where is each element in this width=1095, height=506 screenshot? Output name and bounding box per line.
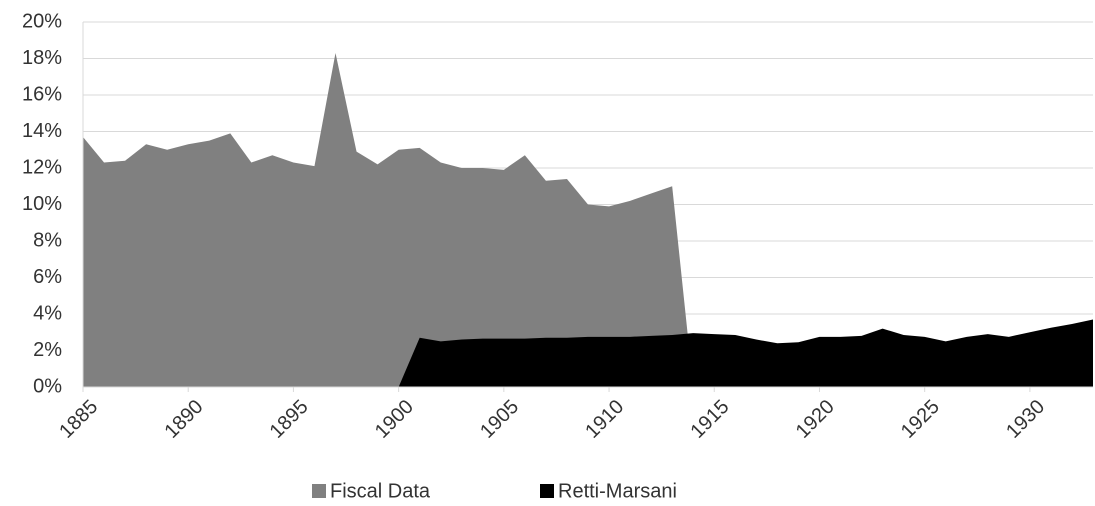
y-tick-label: 4% bbox=[33, 302, 62, 324]
x-tick-label: 1895 bbox=[266, 396, 313, 443]
x-tick-label: 1930 bbox=[1002, 396, 1049, 443]
y-tick-label: 16% bbox=[22, 83, 62, 105]
y-tick-label: 18% bbox=[22, 47, 62, 69]
x-tick-label: 1890 bbox=[160, 396, 207, 443]
y-tick-label: 20% bbox=[22, 10, 62, 32]
x-tick-label: 1925 bbox=[897, 396, 944, 443]
y-tick-label: 6% bbox=[33, 266, 62, 288]
x-tick-label: 1915 bbox=[686, 396, 733, 443]
legend-swatch bbox=[540, 484, 554, 498]
legend-label: Fiscal Data bbox=[330, 480, 431, 502]
area bbox=[83, 53, 694, 388]
x-tick-label: 1900 bbox=[371, 396, 418, 443]
y-tick-label: 12% bbox=[22, 156, 62, 178]
legend-label: Retti-Marsani bbox=[558, 480, 677, 502]
x-tick-label: 1905 bbox=[476, 396, 523, 443]
legend-swatch bbox=[312, 484, 326, 498]
y-tick-label: 14% bbox=[22, 120, 62, 142]
y-tick-label: 8% bbox=[33, 229, 62, 251]
y-tick-label: 2% bbox=[33, 339, 62, 361]
area bbox=[398, 319, 1093, 387]
x-tick-label: 1920 bbox=[792, 396, 839, 443]
y-tick-label: 0% bbox=[33, 375, 62, 397]
y-tick-label: 10% bbox=[22, 193, 62, 215]
x-tick-label: 1885 bbox=[55, 396, 102, 443]
x-tick-label: 1910 bbox=[581, 396, 628, 443]
